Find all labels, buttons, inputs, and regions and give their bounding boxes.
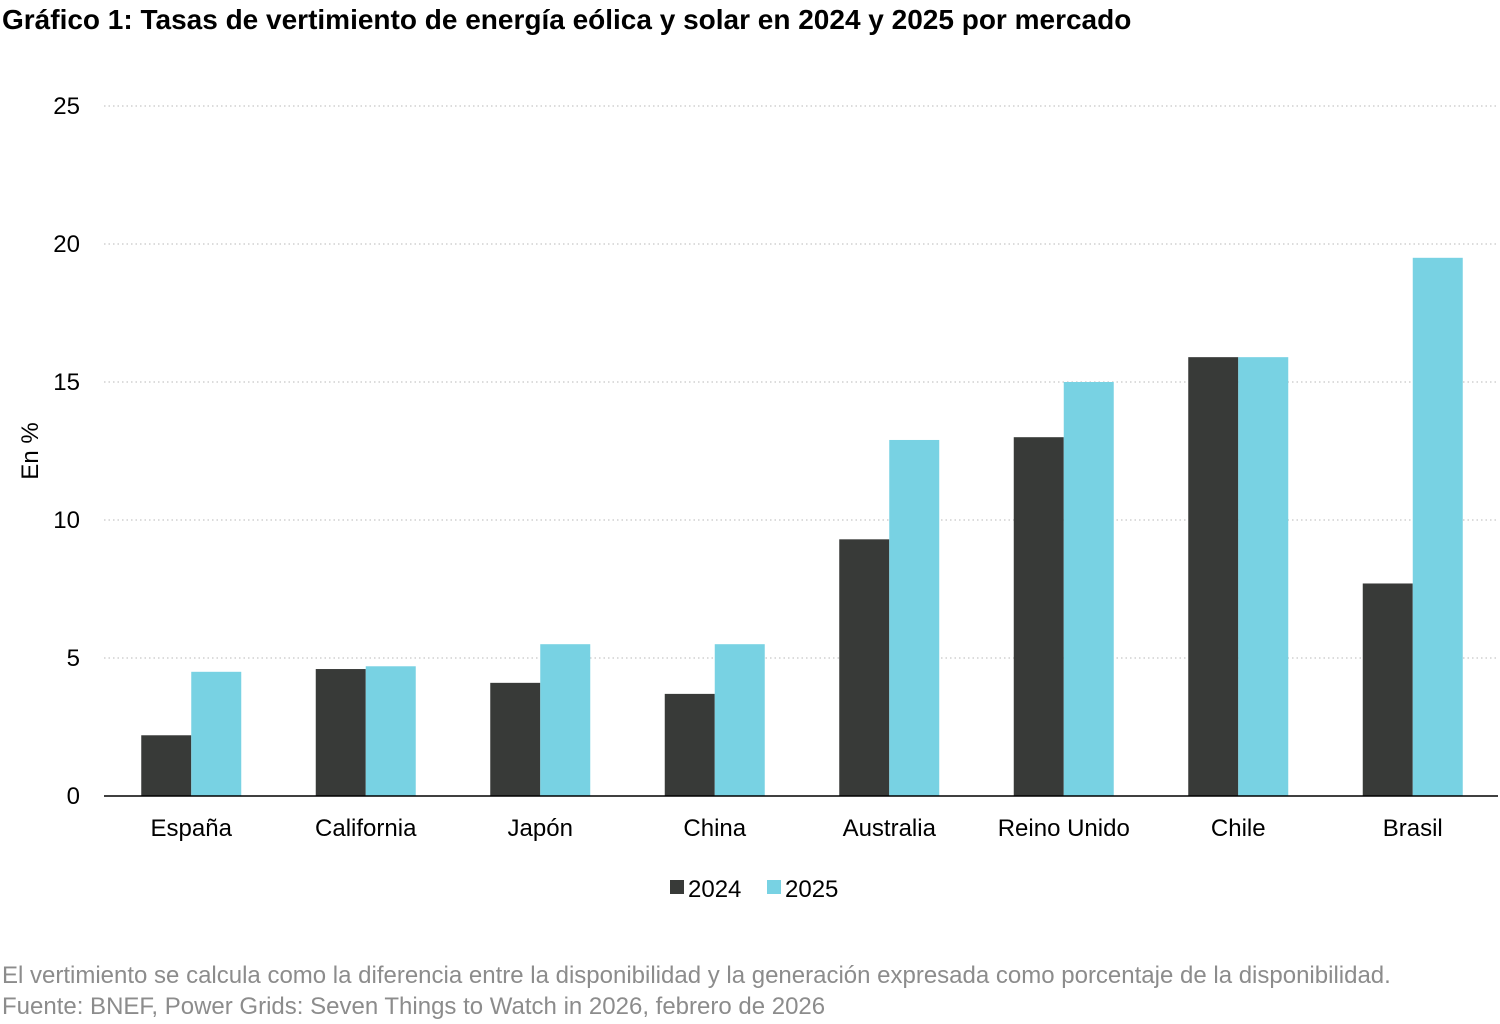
legend-swatch-2025 bbox=[767, 880, 781, 894]
x-category-label: España bbox=[151, 815, 233, 842]
y-tick-label: 0 bbox=[67, 783, 80, 810]
chart-footnote: El vertimiento se calcula como la difere… bbox=[2, 962, 1391, 1020]
bar-2025-reino-unido bbox=[1063, 382, 1114, 796]
y-tick-label: 5 bbox=[67, 645, 80, 672]
bar-2025-australia bbox=[889, 439, 940, 796]
y-tick-label: 15 bbox=[53, 369, 80, 396]
bar-2025-españa bbox=[191, 671, 242, 796]
chart-title: Gráfico 1: Tasas de vertimiento de energ… bbox=[2, 4, 1132, 35]
x-category-label: Australia bbox=[843, 815, 937, 842]
y-tick-label: 25 bbox=[53, 93, 80, 120]
legend: 2024 2025 bbox=[670, 876, 838, 903]
y-axis-title: En % bbox=[17, 422, 44, 479]
bar-2024-japón bbox=[490, 682, 541, 796]
bar-2024-reino-unido bbox=[1013, 437, 1064, 796]
bars bbox=[141, 257, 1463, 796]
x-category-label: Reino Unido bbox=[998, 815, 1130, 842]
bar-2024-australia bbox=[839, 539, 890, 796]
y-tick-label: 10 bbox=[53, 507, 80, 534]
bar-2024-españa bbox=[141, 735, 192, 796]
bar-2024-california bbox=[315, 669, 366, 796]
x-category-label: Brasil bbox=[1383, 815, 1443, 842]
legend-label-2024: 2024 bbox=[688, 876, 741, 903]
bar-2025-chile bbox=[1238, 357, 1289, 796]
bar-2025-brasil bbox=[1412, 257, 1463, 796]
bar-2024-brasil bbox=[1362, 583, 1413, 796]
legend-swatch-2024 bbox=[670, 880, 684, 894]
bar-2025-japón bbox=[540, 644, 591, 796]
bar-2025-california bbox=[365, 666, 416, 796]
x-axis-labels: España California Japón China Australia Reino… bbox=[151, 815, 1443, 842]
y-tick-label: 20 bbox=[53, 231, 80, 258]
bar-2024-china bbox=[664, 693, 715, 796]
bar-2024-chile bbox=[1188, 357, 1239, 796]
x-category-label: China bbox=[683, 815, 746, 842]
gridlines bbox=[104, 105, 1498, 659]
x-category-label: Japón bbox=[508, 815, 573, 842]
x-category-label: Chile bbox=[1211, 815, 1266, 842]
bar-2025-china bbox=[714, 644, 765, 796]
legend-label-2025: 2025 bbox=[785, 876, 838, 903]
x-category-label: California bbox=[315, 815, 417, 842]
y-axis-ticks: 0 5 10 15 20 25 bbox=[53, 93, 80, 810]
